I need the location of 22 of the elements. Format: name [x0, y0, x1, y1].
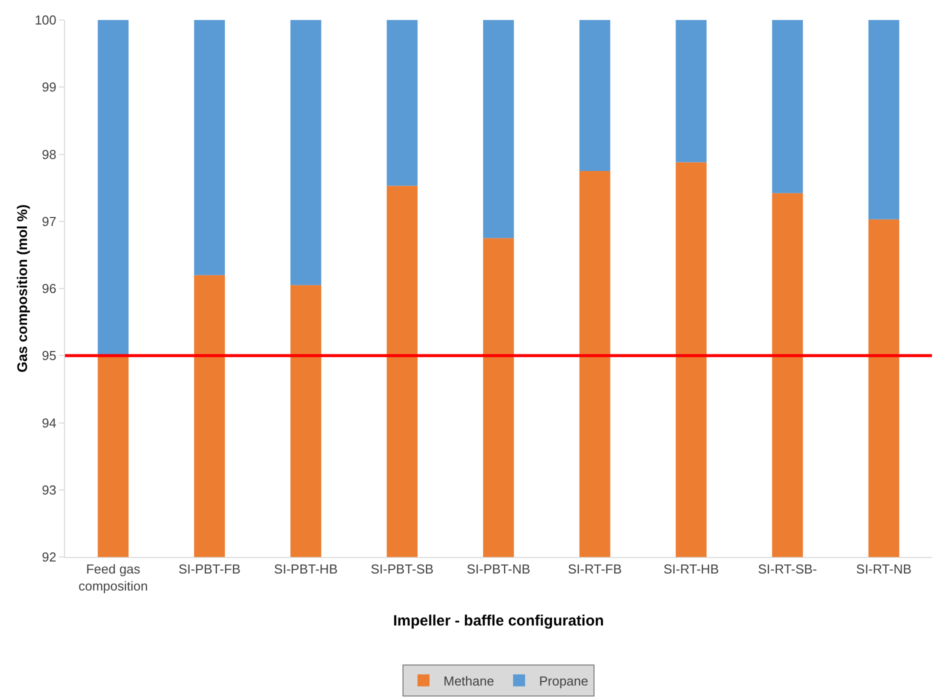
x-tick-label: Feed gas composition [78, 562, 148, 594]
x-tick-label: SI-PBT-HB [274, 562, 338, 577]
x-tick-label: SI-RT-NB [856, 562, 912, 577]
y-axis-title: Gas composition (mol %) [14, 204, 30, 373]
y-tick-label: 95 [42, 348, 56, 364]
y-tick-label: 100 [34, 12, 56, 28]
x-axis-title: Impeller - baffle configuration [393, 612, 604, 630]
x-tick-label: SI-RT-FB [568, 562, 622, 577]
legend-label: Methane [444, 673, 494, 688]
y-tick-label: 99 [42, 80, 56, 95]
y-tick-label: 93 [42, 482, 56, 498]
x-tick-label: SI-RT-HB [663, 562, 719, 577]
y-tick-label: 94 [42, 415, 56, 430]
y-tick-label: 98 [42, 146, 56, 162]
x-tick-label: SI-PBT-FB [178, 562, 241, 577]
y-tick-label: 92 [42, 550, 56, 565]
y-tick-label: 97 [42, 214, 56, 229]
x-tick-label: SI-RT-SB- [758, 562, 817, 577]
x-tick-label: SI-PBT-SB [370, 562, 434, 577]
legend-label: Propane [539, 673, 588, 688]
y-tick-label: 96 [42, 281, 56, 296]
x-tick-label: SI-PBT-NB [466, 562, 530, 577]
